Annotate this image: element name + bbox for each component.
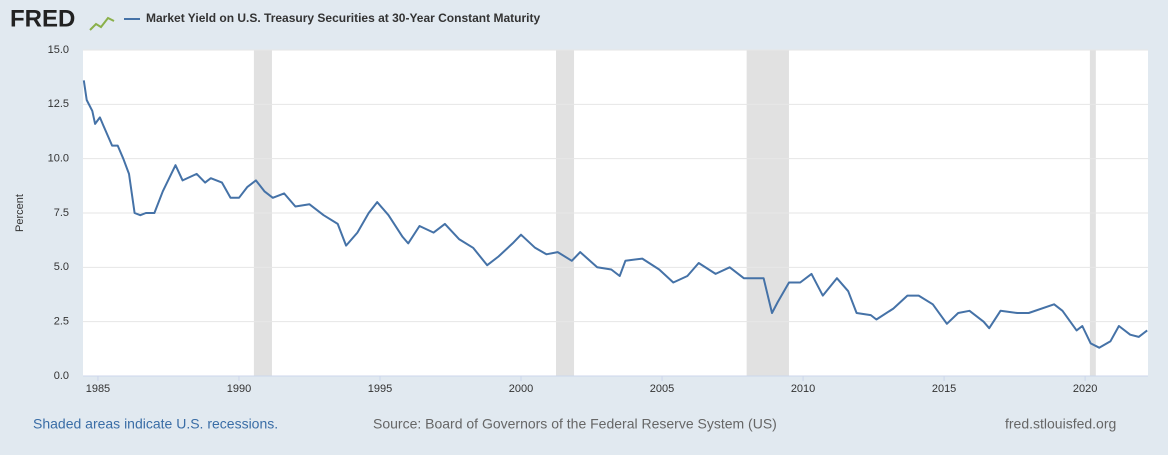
x-tick-label: 2010 <box>791 383 815 395</box>
y-tick-label: 10.0 <box>48 153 69 165</box>
x-tick-label: 1995 <box>368 383 392 395</box>
y-tick-label: 15.0 <box>48 44 69 56</box>
x-tick-label: 1990 <box>227 383 251 395</box>
y-tick-label: 2.5 <box>54 316 69 328</box>
series-line <box>82 80 1148 349</box>
x-tick-label: 2020 <box>1073 383 1097 395</box>
x-tick-label: 1985 <box>86 383 110 395</box>
recession-note[interactable]: Shaded areas indicate U.S. recessions. <box>33 416 278 432</box>
y-tick-label: 12.5 <box>48 98 69 110</box>
legend-label: Market Yield on U.S. Treasury Securities… <box>146 11 540 25</box>
x-tick-label: 2005 <box>650 383 674 395</box>
x-tick-label: 2000 <box>509 383 533 395</box>
logo-icon <box>89 16 115 31</box>
y-axis-label: Percent <box>14 194 26 232</box>
y-tick-label: 0.0 <box>54 370 69 382</box>
logo: FRED <box>10 5 75 32</box>
y-tick-label: 7.5 <box>54 207 69 219</box>
site[interactable]: fred.stlouisfed.org <box>1005 416 1116 432</box>
y-tick-label: 5.0 <box>54 261 69 273</box>
source: Source: Board of Governors of the Federa… <box>373 416 777 432</box>
x-tick-label: 2015 <box>932 383 956 395</box>
